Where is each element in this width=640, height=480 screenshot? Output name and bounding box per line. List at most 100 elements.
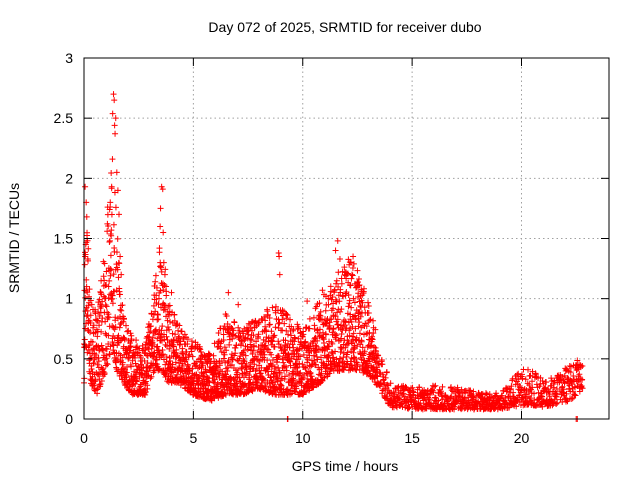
data-point bbox=[95, 308, 102, 315]
data-point bbox=[249, 350, 256, 357]
data-point bbox=[374, 366, 381, 373]
y-tick-label: 3 bbox=[65, 50, 73, 66]
data-point bbox=[347, 259, 354, 266]
data-point bbox=[307, 343, 314, 350]
data-point bbox=[87, 312, 94, 319]
data-point bbox=[151, 296, 158, 303]
data-point bbox=[348, 275, 355, 282]
data-point bbox=[439, 396, 446, 403]
data-point bbox=[85, 319, 92, 326]
data-point bbox=[247, 325, 254, 332]
data-point bbox=[379, 390, 386, 397]
data-point bbox=[337, 355, 344, 362]
data-point bbox=[166, 312, 173, 319]
data-point bbox=[350, 260, 357, 267]
data-point bbox=[338, 306, 345, 313]
data-point bbox=[165, 303, 172, 310]
data-point bbox=[83, 213, 90, 220]
data-point bbox=[373, 372, 380, 379]
data-point bbox=[439, 383, 446, 390]
data-point bbox=[561, 379, 568, 386]
data-point bbox=[133, 337, 140, 344]
data-point bbox=[313, 349, 320, 356]
data-point bbox=[288, 332, 295, 339]
data-point bbox=[158, 327, 165, 334]
data-point bbox=[325, 295, 332, 302]
data-point bbox=[105, 314, 112, 321]
data-point bbox=[165, 324, 172, 331]
data-point bbox=[116, 211, 122, 218]
data-point bbox=[166, 345, 173, 352]
data-point bbox=[423, 390, 430, 397]
data-point bbox=[283, 367, 290, 374]
y-tick-label: 2.5 bbox=[54, 110, 74, 126]
data-point bbox=[382, 374, 389, 381]
data-point bbox=[318, 370, 325, 377]
data-point bbox=[576, 371, 583, 378]
x-tick-label: 10 bbox=[295, 430, 311, 446]
data-point bbox=[127, 343, 134, 350]
data-point bbox=[94, 317, 101, 324]
data-point bbox=[149, 334, 156, 341]
data-point bbox=[112, 115, 119, 122]
data-point bbox=[332, 348, 339, 355]
data-point bbox=[490, 400, 497, 407]
data-point bbox=[290, 344, 297, 351]
data-point bbox=[275, 353, 282, 360]
data-point bbox=[109, 323, 116, 330]
data-point bbox=[414, 392, 421, 399]
data-point bbox=[160, 229, 167, 236]
data-point bbox=[553, 393, 560, 400]
data-point bbox=[221, 344, 228, 351]
data-point bbox=[281, 320, 288, 327]
data-point bbox=[261, 351, 268, 358]
data-point bbox=[332, 313, 339, 320]
data-point bbox=[345, 303, 352, 310]
data-point bbox=[292, 388, 299, 395]
data-point bbox=[321, 374, 328, 381]
data-point bbox=[306, 315, 313, 322]
y-tick-label: 1.5 bbox=[54, 231, 74, 247]
data-point bbox=[282, 337, 289, 344]
data-point bbox=[330, 354, 337, 361]
data-point bbox=[350, 253, 357, 260]
data-point bbox=[338, 346, 345, 353]
data-point bbox=[316, 312, 323, 319]
data-point bbox=[187, 374, 194, 381]
data-point bbox=[221, 323, 228, 330]
data-point bbox=[546, 393, 553, 400]
data-point bbox=[287, 362, 294, 369]
data-point bbox=[355, 282, 362, 289]
data-point bbox=[302, 365, 309, 372]
data-point bbox=[147, 323, 154, 330]
data-point bbox=[325, 352, 332, 359]
data-point bbox=[163, 288, 170, 295]
data-point bbox=[223, 347, 230, 354]
data-point bbox=[278, 375, 285, 382]
data-point bbox=[248, 319, 255, 326]
data-point bbox=[221, 351, 228, 358]
data-point bbox=[112, 323, 119, 330]
data-point bbox=[88, 366, 95, 373]
data-point bbox=[109, 110, 116, 117]
data-point bbox=[351, 299, 358, 306]
data-point bbox=[129, 381, 136, 388]
data-point bbox=[108, 183, 115, 190]
data-point bbox=[144, 385, 151, 392]
data-point bbox=[110, 271, 117, 278]
data-point bbox=[116, 314, 123, 321]
data-point bbox=[236, 374, 243, 381]
data-point bbox=[87, 329, 94, 336]
data-point bbox=[155, 301, 162, 308]
data-point bbox=[563, 397, 570, 404]
data-point bbox=[106, 351, 113, 358]
data-point bbox=[148, 373, 155, 380]
data-point bbox=[537, 374, 544, 381]
data-point bbox=[349, 265, 356, 272]
data-point bbox=[244, 335, 251, 342]
data-point bbox=[269, 304, 276, 311]
data-point bbox=[162, 266, 169, 273]
data-point bbox=[340, 341, 347, 348]
data-point bbox=[178, 328, 185, 335]
data-point bbox=[220, 331, 227, 338]
